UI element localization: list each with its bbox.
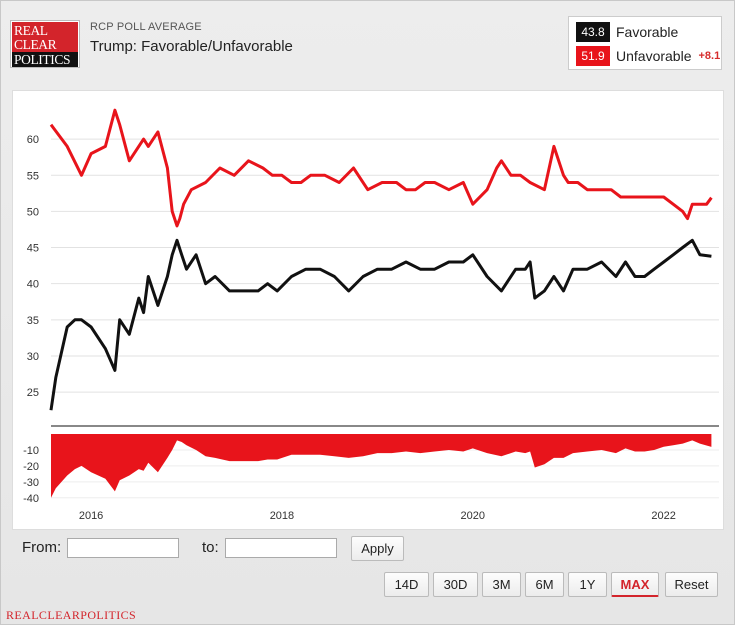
spread-tick-label: -10 xyxy=(23,445,39,457)
range-30d-button[interactable]: 30D xyxy=(433,572,478,597)
spread-tick-label: -40 xyxy=(23,493,39,505)
from-date-input[interactable] xyxy=(67,538,179,558)
y-tick-label: 30 xyxy=(27,351,39,363)
date-controls: From: to: Apply 14D 30D 3M 6M 1Y MAX Res… xyxy=(12,530,724,604)
y-tick-label: 60 xyxy=(27,134,39,146)
apply-button[interactable]: Apply xyxy=(351,536,404,561)
chart-panel: 25 30 35 40 45 50 55 60 -10 -20 -30 -40 2016 2018 2020… xyxy=(12,90,724,530)
legend: 43.8 Favorable 51.9 Unfavorable +8.1 xyxy=(568,16,722,70)
y-tick-label: 40 xyxy=(27,279,39,291)
spread-tick-label: -20 xyxy=(23,461,39,473)
x-tick-label: 2022 xyxy=(651,510,675,522)
unfavorable-value-badge: 51.9 xyxy=(576,46,610,66)
to-label: to: xyxy=(202,539,219,556)
chart-title: Trump: Favorable/Unfavorable xyxy=(90,38,293,55)
range-1y-button[interactable]: 1Y xyxy=(568,572,607,597)
unfavorable-line xyxy=(49,108,713,228)
favorable-value-badge: 43.8 xyxy=(576,22,610,42)
favorable-line xyxy=(49,238,712,411)
y-tick-label: 45 xyxy=(27,243,39,255)
spread-area xyxy=(51,434,712,498)
range-max-button[interactable]: MAX xyxy=(611,572,659,597)
x-tick-label: 2018 xyxy=(270,510,294,522)
legend-unfavorable: 51.9 Unfavorable +8.1 xyxy=(576,46,720,66)
from-label: From: xyxy=(22,539,62,556)
reset-button[interactable]: Reset xyxy=(665,572,718,597)
spread-tick-label: -30 xyxy=(23,477,39,489)
legend-favorable: 43.8 Favorable xyxy=(576,22,678,42)
y-tick-label: 25 xyxy=(27,387,39,399)
favorable-label: Favorable xyxy=(616,24,679,40)
poll-chart[interactable]: 25 30 35 40 45 50 55 60 -10 -20 -30 -40 2016 2018 2020… xyxy=(13,91,723,529)
y-tick-label: 55 xyxy=(27,170,39,182)
range-14d-button[interactable]: 14D xyxy=(384,572,429,597)
y-tick-label: 35 xyxy=(27,315,39,327)
x-tick-label: 2020 xyxy=(461,510,485,522)
spread-value: +8.1 xyxy=(698,50,721,62)
y-tick-label: 50 xyxy=(27,206,39,218)
to-date-input[interactable] xyxy=(225,538,337,558)
footer-brand: REALCLEARPOLITICS xyxy=(6,608,137,622)
rcp-logo: REAL CLEAR POLITICS xyxy=(10,20,80,68)
range-6m-button[interactable]: 6M xyxy=(525,572,564,597)
unfavorable-label: Unfavorable xyxy=(616,48,692,64)
x-tick-label: 2016 xyxy=(79,510,103,522)
range-3m-button[interactable]: 3M xyxy=(482,572,521,597)
chart-subtitle: RCP POLL AVERAGE xyxy=(90,21,202,33)
